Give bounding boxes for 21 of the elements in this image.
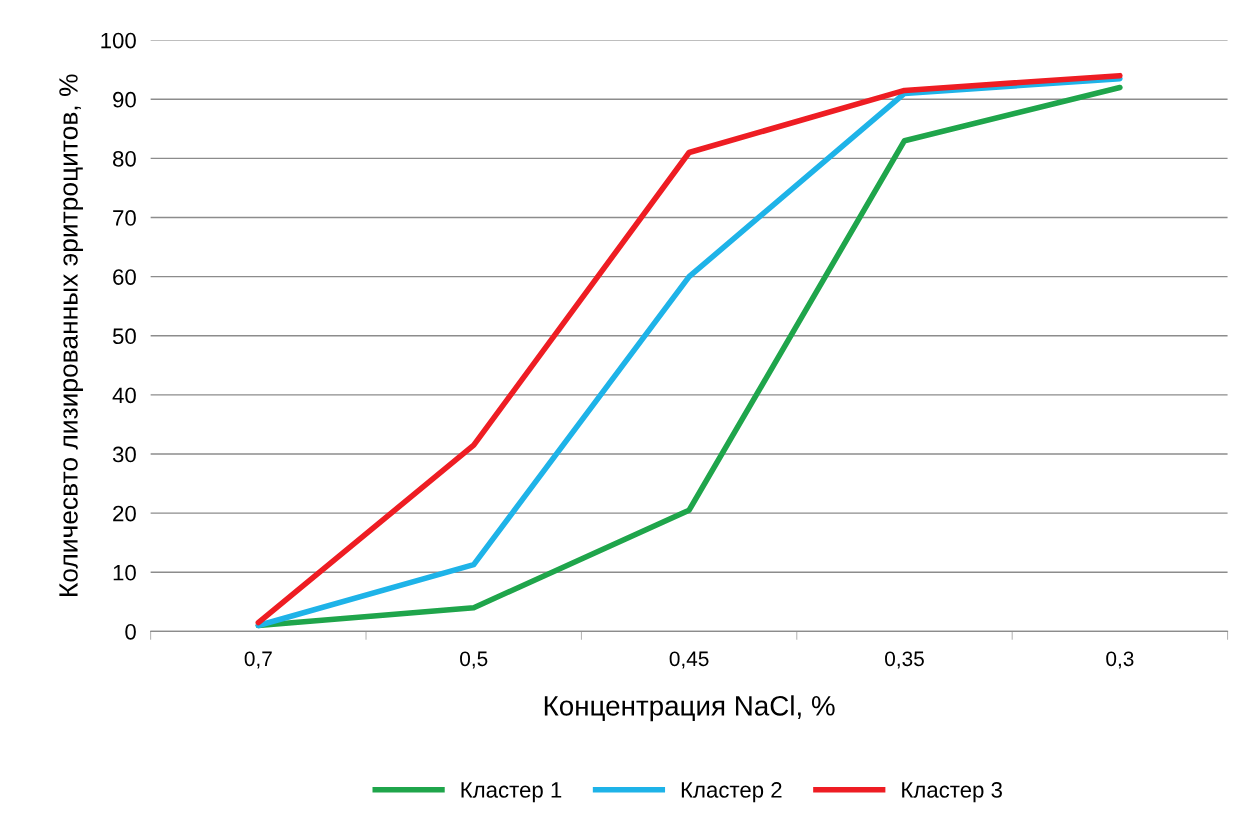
y-tick-label: 40 xyxy=(112,387,136,404)
legend-label: Кластер 1 xyxy=(461,782,562,803)
y-tick-label: 70 xyxy=(113,210,136,226)
y-tick-label: 50 xyxy=(112,328,136,345)
x-tick-label: 0,5 xyxy=(460,651,488,669)
x-tick-label: 0,3 xyxy=(1106,651,1134,669)
y-tick-label: 20 xyxy=(113,505,136,522)
y-tick-label: 100 xyxy=(101,32,136,49)
legend-label: Кластер 3 xyxy=(902,782,1002,803)
x-axis-title: Концентрация NaCl, % xyxy=(544,695,835,722)
y-tick-label: 90 xyxy=(113,91,136,108)
y-tick-label: 10 xyxy=(113,564,136,581)
y-tick-label: 60 xyxy=(113,269,136,285)
y-tick-label: 30 xyxy=(112,446,136,463)
y-axis-title: Количесвто лизированных эритроцитов, % xyxy=(59,74,84,596)
legend-label: Кластер 2 xyxy=(681,782,782,803)
x-tick-label: 0,35 xyxy=(885,651,924,669)
x-tick-label: 0,45 xyxy=(669,651,709,669)
y-tick-label: 0 xyxy=(125,623,136,640)
x-tick-label: 0,7 xyxy=(244,651,272,669)
y-tick-label: 80 xyxy=(113,150,136,167)
